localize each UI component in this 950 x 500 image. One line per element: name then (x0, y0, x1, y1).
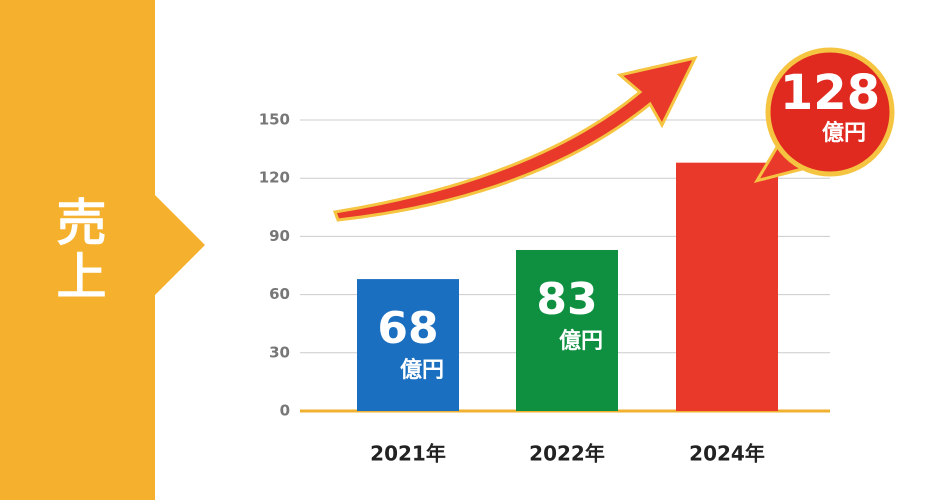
value-unit: 億円 (400, 357, 444, 383)
value-label: 68 (377, 303, 438, 354)
value-label: 128 (780, 65, 880, 121)
bar (676, 162, 778, 411)
y-tick-label: 0 (280, 402, 290, 420)
x-tick-label: 2024年 (689, 442, 765, 466)
bar (516, 249, 618, 411)
side-title: 売上 (48, 196, 107, 304)
y-tick-label: 150 (259, 111, 290, 129)
x-tick-label: 2021年 (370, 442, 446, 466)
y-tick-label: 30 (269, 343, 290, 361)
side-panel (0, 0, 205, 500)
y-tick-label: 90 (269, 227, 290, 245)
x-tick-label: 2022年 (529, 442, 605, 466)
value-unit: 億円 (822, 120, 866, 146)
y-tick-label: 60 (269, 285, 290, 303)
bar (357, 279, 459, 411)
y-tick-label: 120 (259, 169, 290, 187)
value-unit: 億円 (559, 328, 603, 354)
callout-bubble (765, 47, 895, 177)
growth-arrow (332, 55, 698, 222)
value-label: 83 (536, 274, 597, 325)
